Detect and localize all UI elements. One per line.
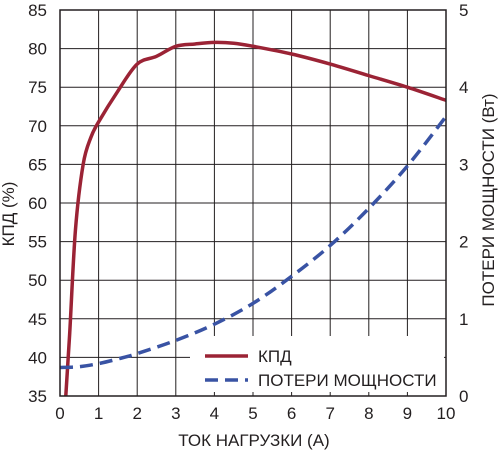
x-tick-label: 6 [287,404,296,423]
y-left-tick-label: 45 [28,310,47,329]
y-left-tick-label: 50 [28,271,47,290]
y-left-tick-labels: 35 40 45 50 55 60 65 70 75 80 85 [28,1,47,406]
y-left-tick-label: 85 [28,1,47,20]
x-tick-label: 5 [248,404,257,423]
y-right-tick-label: 4 [459,78,468,97]
x-tick-label: 9 [403,404,412,423]
x-tick-label: 8 [364,404,373,423]
x-tick-label: 1 [94,404,103,423]
x-axis-title: ТОК НАГРУЗКИ (A) [178,431,329,450]
y-right-tick-label: 2 [459,233,468,252]
x-tick-label: 7 [325,404,334,423]
grid [60,10,446,396]
series-layer [59,40,448,397]
efficiency-line [64,40,447,397]
y-left-tick-label: 55 [28,233,47,252]
y-left-tick-label: 40 [28,348,47,367]
y-right-tick-label: 0 [459,387,468,406]
y-right-tick-label: 1 [459,310,468,329]
y-left-tick-label: 65 [28,155,47,174]
legend-label-efficiency: КПД [258,347,292,366]
y-right-tick-labels: 0 1 2 3 4 5 [459,1,468,406]
y-left-tick-label: 80 [28,40,47,59]
legend-box [190,336,444,392]
y-right-tick-label: 5 [459,1,468,20]
x-tick-label: 0 [55,404,64,423]
y-right-tick-label: 3 [459,155,468,174]
y-left-axis-title: КПД (%) [0,182,18,247]
x-tick-label: 3 [171,404,180,423]
y-right-axis-title: ПОТЕРИ МОЩНОСТИ (Вт) [479,93,498,306]
x-tick-labels: 0 1 2 3 4 5 6 7 8 9 10 [55,404,455,423]
y-left-tick-label: 75 [28,78,47,97]
y-left-tick-label: 70 [28,117,47,136]
power-loss-line [59,115,448,370]
x-tick-label: 4 [210,404,219,423]
x-tick-label: 10 [437,404,456,423]
x-tick-label: 2 [132,404,141,423]
y-left-tick-label: 35 [28,387,47,406]
plot-frame [59,9,447,397]
legend: КПД ПОТЕРИ МОЩНОСТИ [190,336,444,392]
legend-label-power-loss: ПОТЕРИ МОЩНОСТИ [258,371,437,390]
y-left-tick-label: 60 [28,194,47,213]
